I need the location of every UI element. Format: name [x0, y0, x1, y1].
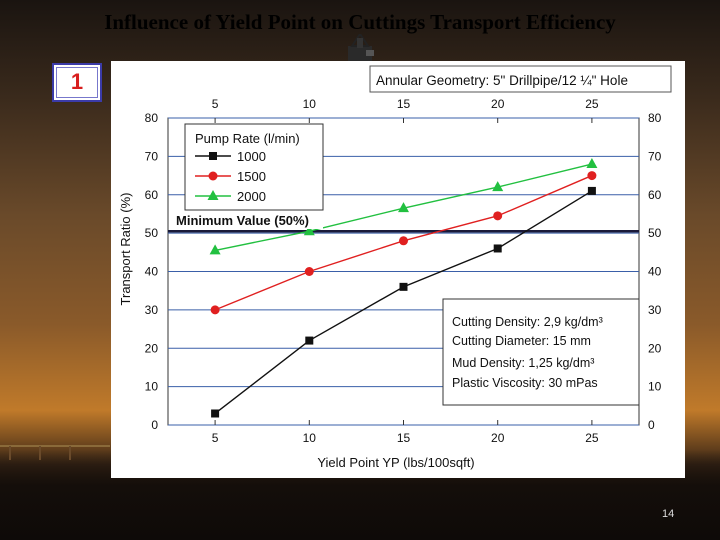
- info-box: Cutting Density: 2,9 kg/dm³ Cutting Diam…: [442, 298, 640, 406]
- transport-ratio-chart: Annular Geometry: 5" Drillpipe/12 ¼" Hol…: [118, 65, 672, 470]
- y-tick-label-left: 0: [151, 418, 158, 432]
- series-1500-point: [399, 236, 408, 246]
- x-tick-label-bottom: 25: [585, 431, 599, 445]
- series-2000-point: [209, 244, 221, 255]
- x-tick-label-top: 25: [585, 97, 599, 111]
- info-line-diameter: Cutting Diameter: 15 mm: [452, 334, 591, 348]
- legend-label-1000: 1000: [237, 149, 266, 164]
- series-2000-point: [207, 190, 219, 200]
- x-tick-label-top: 15: [397, 97, 411, 111]
- geometry-label: Annular Geometry: 5" Drillpipe/12 ¼" Hol…: [376, 73, 628, 88]
- legend: Pump Rate (l/min) 1000 1500 2000: [184, 123, 324, 211]
- x-tick-label-bottom: 20: [491, 431, 505, 445]
- chart-panel: Annular Geometry: 5" Drillpipe/12 ¼" Hol…: [111, 61, 685, 478]
- series-1500-point: [493, 211, 503, 221]
- x-axis-label: Yield Point YP (lbs/100sqft): [317, 455, 474, 470]
- y-tick-label-left: 20: [145, 341, 159, 355]
- series-1500-point: [587, 171, 597, 181]
- series-2000-point: [398, 202, 409, 213]
- y-tick-label-right: 20: [648, 341, 662, 355]
- info-box-frame: [442, 298, 640, 406]
- y-axis-label: Transport Ratio (%): [118, 193, 133, 306]
- series-2000-point: [303, 225, 315, 236]
- y-tick-label-right: 30: [648, 303, 662, 317]
- series-1000-point: [209, 152, 217, 160]
- reference-label-box: [173, 211, 323, 229]
- y-tick-label-right: 10: [648, 380, 662, 394]
- y-tick-label-left: 70: [145, 149, 159, 163]
- legend-label-2000: 2000: [237, 189, 266, 204]
- legend-label-1500: 1500: [237, 169, 266, 184]
- badge-label: 1: [70, 69, 84, 94]
- info-line-viscosity: Plastic Viscosity: 30 mPas: [452, 376, 598, 390]
- x-tick-label-top: 5: [212, 97, 219, 111]
- series-2000-point: [492, 181, 504, 192]
- y-tick-label-left: 60: [145, 188, 159, 202]
- slide-title: Influence of Yield Point on Cuttings Tra…: [104, 10, 616, 34]
- y-tick-label-right: 60: [648, 188, 662, 202]
- page-number: 14: [662, 508, 675, 520]
- x-tick-label-bottom: 15: [397, 431, 411, 445]
- series-1500-point: [210, 305, 220, 315]
- series-2000-point: [586, 158, 598, 169]
- drilling-rig-icon: [348, 34, 374, 64]
- info-line-density: Cutting Density: 2,9 kg/dm³: [452, 315, 603, 329]
- y-tick-label-right: 50: [648, 226, 662, 240]
- series-1500-point: [304, 267, 314, 276]
- series-1000-point: [211, 409, 220, 418]
- y-tick-label-left: 30: [145, 303, 159, 317]
- x-tick-label-top: 20: [491, 97, 505, 111]
- y-tick-label-right: 80: [648, 111, 662, 125]
- legend-title: Pump Rate (l/min): [195, 131, 300, 146]
- background-fence: [0, 445, 110, 460]
- x-tick-label-bottom: 10: [303, 431, 317, 445]
- series-1500-point: [208, 171, 218, 181]
- series-1000-point: [493, 244, 502, 253]
- info-line-mud-density: Mud Density: 1,25 kg/dm³: [452, 356, 594, 370]
- geometry-label-box: [369, 65, 672, 93]
- y-tick-label-left: 50: [145, 226, 159, 240]
- x-tick-label-bottom: 5: [212, 431, 219, 445]
- y-tick-label-left: 80: [145, 111, 159, 125]
- y-tick-label-right: 40: [648, 265, 662, 279]
- y-tick-label-right: 0: [648, 418, 655, 432]
- x-tick-label-top: 10: [303, 97, 317, 111]
- y-tick-label-left: 10: [145, 380, 159, 394]
- y-tick-label-left: 40: [145, 265, 159, 279]
- reference-line-label: Minimum Value (50%): [176, 213, 309, 228]
- slide-number-badge: 1: [52, 63, 102, 102]
- y-tick-label-right: 70: [648, 149, 662, 163]
- series-1000-point: [305, 336, 314, 345]
- series-1000-point: [399, 282, 408, 291]
- series-1000-point: [587, 186, 596, 195]
